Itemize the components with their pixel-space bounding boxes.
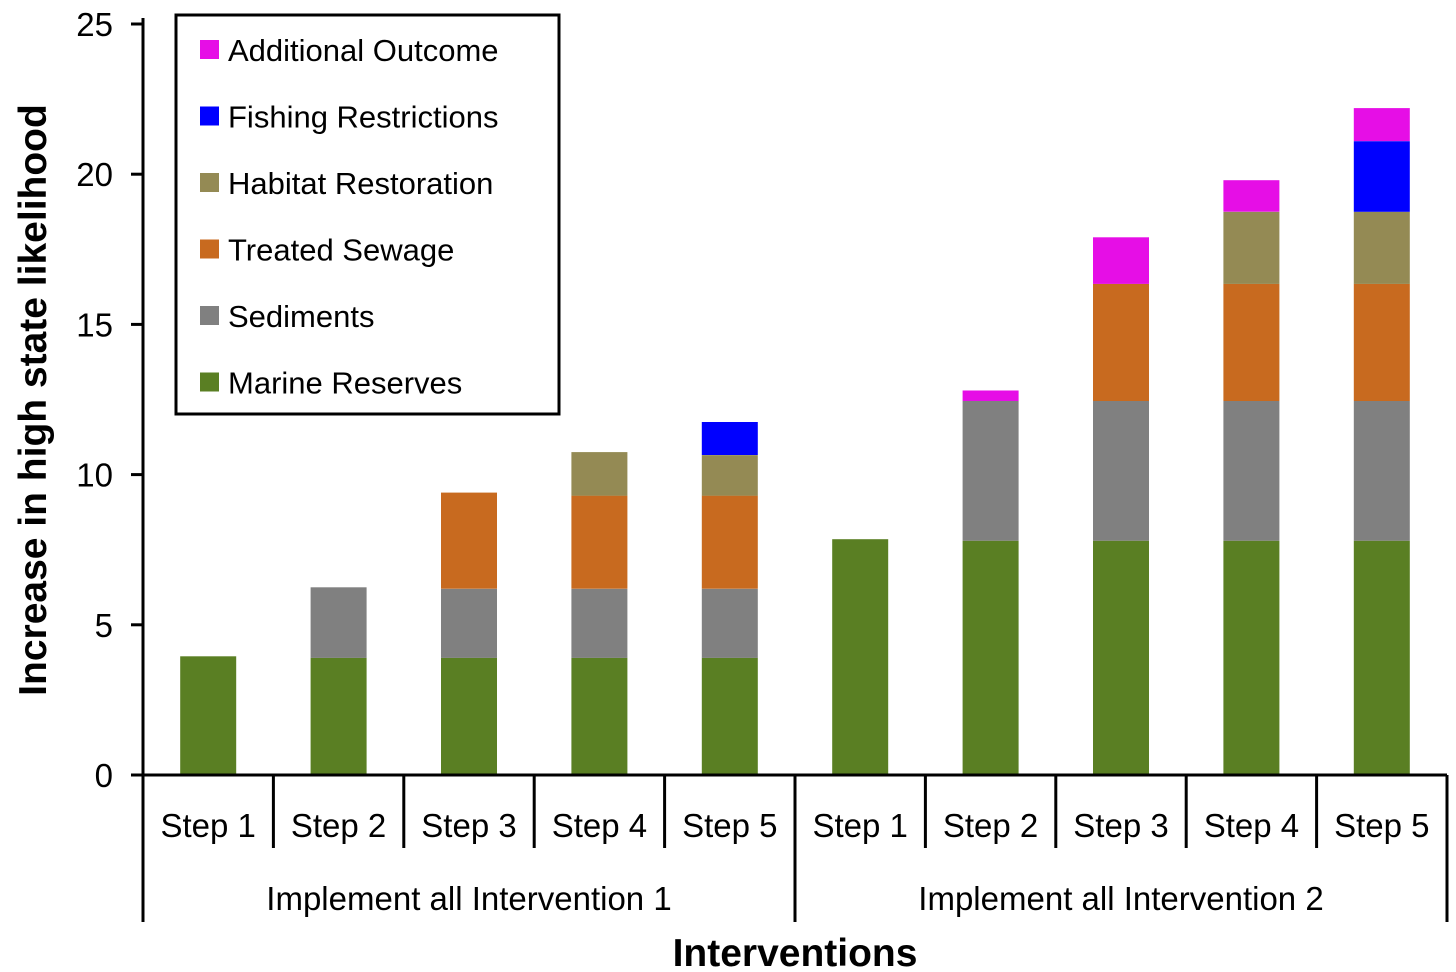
- x-category-label: Step 3: [421, 807, 516, 844]
- bar-marine-reserves-5: [701, 657, 758, 775]
- legend-swatch: [200, 40, 219, 59]
- bar-habitat-restoration-4: [571, 452, 628, 496]
- x-group-label: Implement all Intervention 2: [918, 880, 1323, 917]
- bar-sediments-2: [310, 587, 367, 658]
- x-category-label: Step 3: [1073, 807, 1168, 844]
- legend-swatch: [200, 173, 219, 192]
- axes-layer: [131, 18, 1449, 922]
- x-category-label: Step 4: [552, 807, 647, 844]
- x-category-label: Step 1: [812, 807, 907, 844]
- bar-marine-reserves-2: [310, 657, 367, 775]
- legend-label: Additional Outcome: [228, 33, 499, 68]
- x-category-labels: Step 1 Step 2 Step 3 Step 4 Step 5 Step 1 Step…: [160, 807, 1429, 917]
- bar-treated-sewage-5: [701, 495, 758, 589]
- legend-swatch: [200, 239, 219, 259]
- bar-additional-outcome-7: [962, 390, 1019, 401]
- y-tick-labels: 0 5 10 15 20 25: [76, 6, 113, 794]
- x-category-label: Step 4: [1204, 807, 1299, 844]
- bar-sediments-5: [701, 588, 758, 658]
- x-category-label: Step 2: [291, 807, 386, 844]
- x-group-label: Implement all Intervention 1: [266, 880, 671, 917]
- legend-box: [174, 13, 561, 416]
- bar-additional-outcome-8: [1093, 237, 1149, 284]
- bar-marine-reserves-9: [1223, 540, 1280, 775]
- bar-treated-sewage-4: [571, 495, 628, 589]
- bar-habitat-restoration-10: [1353, 211, 1410, 284]
- y-tick-label: 5: [95, 607, 113, 644]
- x-category-label: Step 5: [682, 807, 777, 844]
- legend-label: Marine Reserves: [228, 366, 462, 401]
- y-tick-label: 25: [76, 6, 113, 43]
- bar-additional-outcome-9: [1223, 180, 1280, 212]
- legend-label: Treated Sewage: [228, 233, 454, 268]
- bar-treated-sewage-9: [1223, 283, 1280, 401]
- bar-marine-reserves-1: [180, 656, 237, 775]
- legend-swatch: [200, 372, 219, 392]
- y-tick-label: 10: [76, 457, 113, 494]
- legend-label: Fishing Restrictions: [228, 100, 498, 135]
- bar-treated-sewage-3: [441, 492, 497, 589]
- x-category-label: Step 2: [943, 807, 1038, 844]
- bar-fishing-restrictions-5: [701, 422, 758, 455]
- bar-marine-reserves-4: [571, 657, 628, 775]
- y-axis-title: Increase in high state likelihood: [12, 104, 55, 696]
- legend-swatch: [200, 106, 219, 126]
- legend-swatch: [200, 306, 219, 325]
- bar-habitat-restoration-9: [1223, 211, 1280, 284]
- bar-sediments-4: [571, 588, 628, 658]
- bar-marine-reserves-7: [962, 540, 1019, 775]
- x-category-label: Step 5: [1334, 807, 1429, 844]
- legend-label: Habitat Restoration: [228, 166, 493, 201]
- bar-sediments-8: [1093, 401, 1149, 541]
- y-tick-label: 20: [76, 156, 113, 193]
- bars-layer: [180, 108, 1410, 775]
- x-axis-title: Interventions: [673, 932, 918, 972]
- bar-marine-reserves-3: [441, 657, 497, 775]
- bar-fishing-restrictions-10: [1353, 141, 1410, 212]
- bar-treated-sewage-8: [1093, 283, 1149, 401]
- bar-sediments-10: [1353, 401, 1410, 541]
- bar-marine-reserves-8: [1093, 540, 1149, 775]
- legend: Additional Outcome Fishing Restrictions Ha…: [174, 13, 561, 416]
- bar-marine-reserves-6: [832, 539, 889, 775]
- y-tick-label: 15: [76, 306, 113, 343]
- bar-sediments-7: [962, 401, 1019, 541]
- bar-habitat-restoration-5: [701, 455, 758, 496]
- bar-additional-outcome-10: [1353, 108, 1410, 142]
- bar-treated-sewage-10: [1353, 283, 1410, 401]
- bar-sediments-3: [441, 588, 497, 658]
- x-category-label: Step 1: [160, 807, 255, 844]
- y-tick-label: 0: [95, 757, 113, 794]
- bar-sediments-9: [1223, 401, 1280, 541]
- legend-label: Sediments: [228, 299, 374, 334]
- bar-marine-reserves-10: [1353, 540, 1410, 775]
